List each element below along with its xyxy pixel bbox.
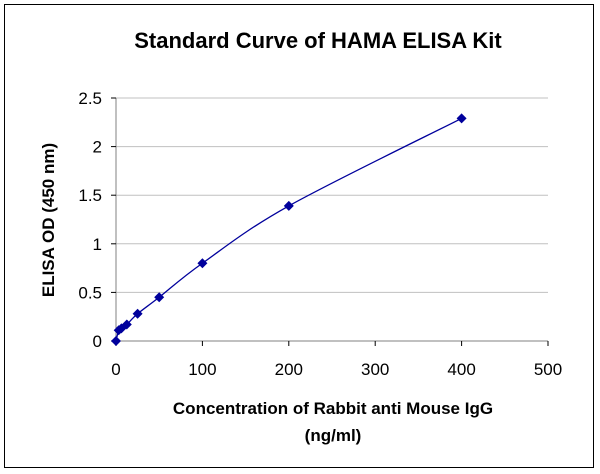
y-tick-label: 0.5 — [78, 283, 102, 302]
chart-title: Standard Curve of HAMA ELISA Kit — [134, 28, 502, 53]
data-point — [111, 336, 121, 346]
x-tick-label: 200 — [275, 360, 303, 379]
x-tick-label: 400 — [447, 360, 475, 379]
y-tick-label: 2.5 — [78, 89, 102, 108]
x-tick-label: 500 — [534, 360, 562, 379]
chart-border — [4, 4, 594, 468]
y-tick-label: 2 — [93, 138, 102, 157]
data-point — [121, 319, 132, 330]
data-point — [283, 200, 294, 211]
x-axis-unit: (ng/ml) — [305, 426, 362, 445]
data-point — [456, 113, 467, 124]
y-axis-label: ELISA OD (450 nm) — [39, 143, 58, 297]
y-tick-label: 1 — [93, 235, 102, 254]
x-tick-label: 100 — [188, 360, 216, 379]
x-tick-label: 0 — [111, 360, 120, 379]
data-point — [132, 308, 143, 319]
y-tick-label: 0 — [93, 332, 102, 351]
x-axis-label: Concentration of Rabbit anti Mouse IgG — [173, 399, 493, 418]
data-point — [154, 292, 165, 303]
x-tick-label: 300 — [361, 360, 389, 379]
data-point — [197, 258, 208, 269]
series-line — [115, 117, 462, 342]
y-tick-label: 1.5 — [78, 186, 102, 205]
